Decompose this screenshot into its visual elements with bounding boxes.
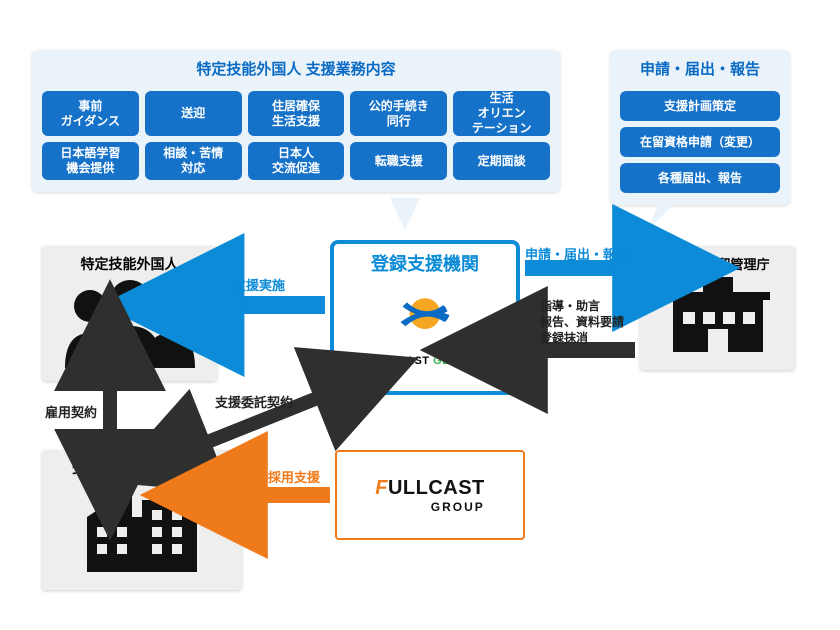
fullcast-group-box: FULLCAST GROUP	[335, 450, 525, 540]
globe-logo-icon	[390, 280, 460, 350]
arrow-label-application: 申請・届出・報告	[525, 244, 629, 263]
immigration-title: 出入国在留管理庁	[646, 254, 789, 273]
app-panel: 申請・届出・報告 支援計画策定 在留資格申請（変更） 各種届出、報告	[610, 50, 790, 205]
central-logo-text: FULLCAST GLOBAL	[340, 355, 510, 367]
receiver-card: 受入れ機関（雇用元）	[42, 450, 242, 590]
app-panel-title: 申請・届出・報告	[610, 50, 790, 85]
support-item: 公的手続き 同行	[350, 91, 447, 136]
support-item: 送迎	[145, 91, 242, 136]
arrow-label-guidance: 指導・助言 報告、資料要請 登録抹消	[540, 298, 624, 347]
immigration-card: 出入国在留管理庁	[640, 246, 795, 370]
fullcast-group-text: ULLCAST	[388, 477, 485, 499]
arrow-label-consign: 支援委託契約	[215, 392, 293, 411]
arrow-label-support: 支援実施	[233, 275, 285, 294]
app-panel-grid: 支援計画策定 在留資格申請（変更） 各種届出、報告	[610, 85, 790, 205]
support-item: 生活 オリエン テーション	[453, 91, 550, 136]
foreigner-title: 特定技能外国人	[48, 254, 211, 274]
support-item: 日本人 交流促進	[248, 142, 345, 180]
office-icon	[72, 482, 212, 577]
arrow-label-recruit: 採用支援	[268, 467, 320, 486]
support-panel-title: 特定技能外国人 支援業務内容	[32, 50, 560, 85]
central-title: 登録支援機関	[340, 250, 510, 276]
fullcast-group-sub: GROUP	[375, 500, 485, 514]
building-icon	[648, 277, 788, 357]
support-item: 日本語学習 機会提供	[42, 142, 139, 180]
people-icon	[50, 278, 210, 368]
arrow-label-employment: 雇用契約	[45, 402, 97, 421]
foreigner-card: 特定技能外国人	[42, 246, 217, 381]
app-item: 在留資格申請（変更）	[620, 127, 780, 157]
support-panel: 特定技能外国人 支援業務内容 事前 ガイダンス 送迎 住居確保 生活支援 公的手…	[32, 50, 560, 192]
support-item: 事前 ガイダンス	[42, 91, 139, 136]
central-box: 登録支援機関 FULLCAST GLOBAL	[330, 240, 520, 395]
fullcast-group-logo: FULLCAST GROUP	[375, 477, 485, 514]
app-item: 各種届出、報告	[620, 163, 780, 193]
support-item: 住居確保 生活支援	[248, 91, 345, 136]
app-item: 支援計画策定	[620, 91, 780, 121]
support-item: 転職支援	[350, 142, 447, 180]
support-item: 相談・苦情 対応	[145, 142, 242, 180]
support-panel-grid: 事前 ガイダンス 送迎 住居確保 生活支援 公的手続き 同行 生活 オリエン テ…	[32, 85, 560, 192]
support-item: 定期面談	[453, 142, 550, 180]
receiver-title: 受入れ機関（雇用元）	[48, 458, 236, 478]
